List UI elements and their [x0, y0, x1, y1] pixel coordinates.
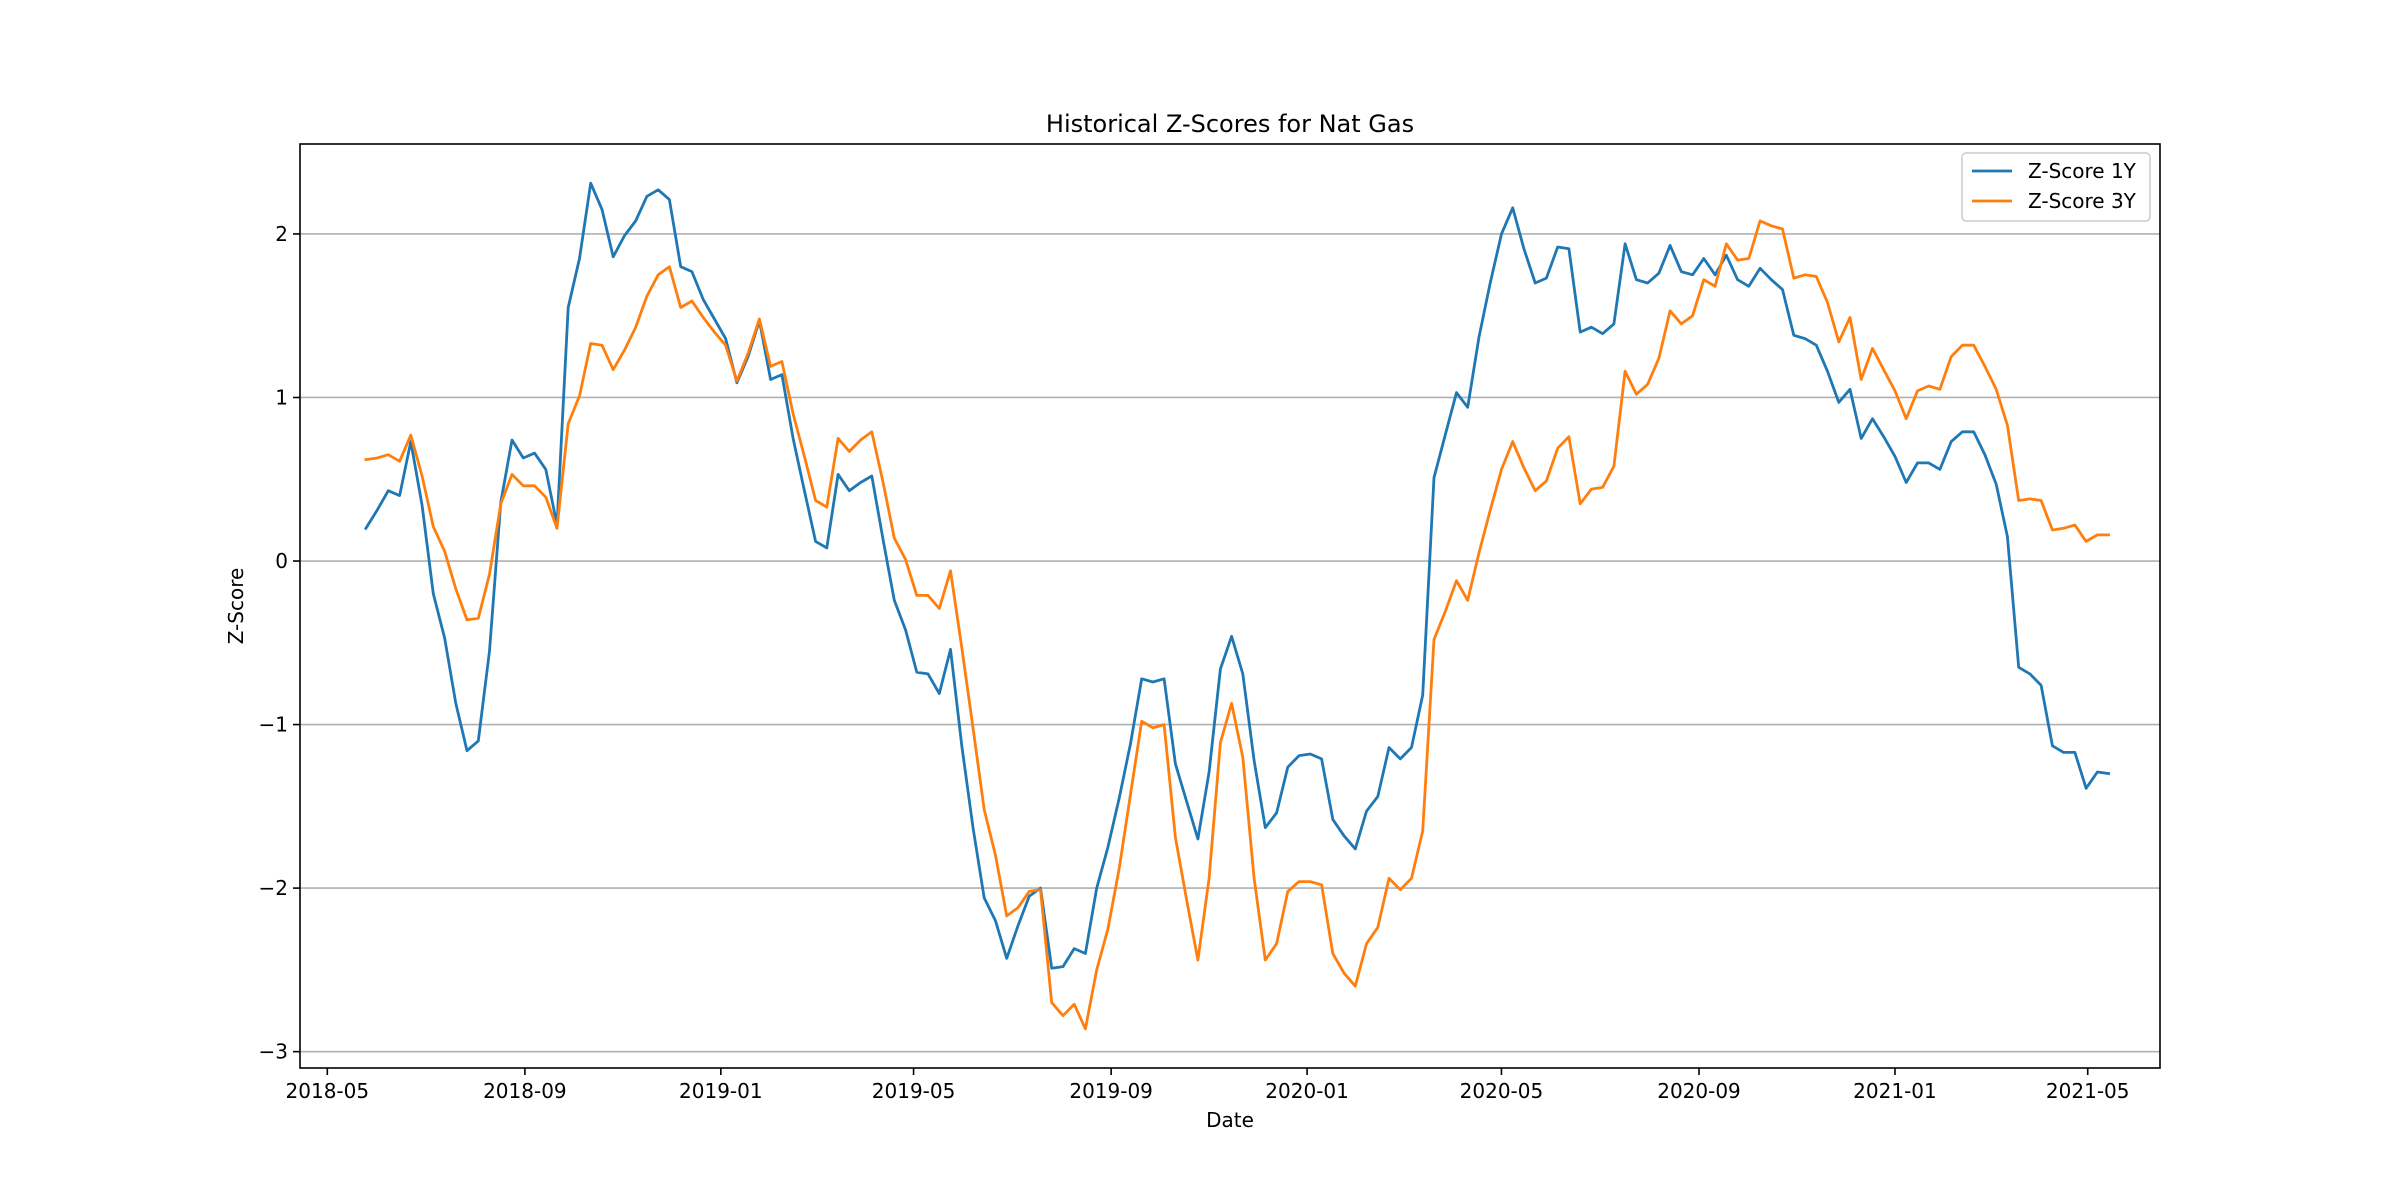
- plot-frame: [299, 143, 2161, 1069]
- grid-layer: [300, 233, 2160, 1053]
- x-tick-label: 2019-05: [872, 1079, 956, 1103]
- series-line-z-score-3y: [364, 219, 2111, 1031]
- x-tick-label: 2020-05: [1460, 1079, 1544, 1103]
- x-tick-label: 2021-05: [2046, 1079, 2130, 1103]
- x-tick-label: 2019-09: [1069, 1079, 1153, 1103]
- x-tick-label: 2019-01: [679, 1079, 763, 1103]
- x-tick-label: 2020-01: [1265, 1079, 1349, 1103]
- y-axis-label: Z-Score: [224, 568, 248, 645]
- chart-title: Historical Z-Scores for Nat Gas: [1046, 110, 1414, 138]
- y-tick-label: −2: [259, 876, 288, 900]
- series-layer: [363, 181, 2111, 1031]
- legend: Z-Score 1Y Z-Score 3Y: [1961, 152, 2151, 222]
- legend-label-zscore-3y: Z-Score 3Y: [2028, 189, 2137, 213]
- legend-label-zscore-1y: Z-Score 1Y: [2028, 159, 2137, 183]
- y-tick-label: 0: [275, 549, 288, 573]
- x-tick-label: 2018-09: [483, 1079, 567, 1103]
- series-line-z-score-1y: [363, 181, 2111, 970]
- y-tick-label: 1: [275, 385, 288, 409]
- x-tick-label: 2020-09: [1657, 1079, 1741, 1103]
- y-axis-ticks: −3 −2 −1 0 1 2: [259, 222, 300, 1064]
- y-tick-label: −3: [259, 1040, 288, 1064]
- x-axis-label: Date: [1206, 1108, 1254, 1132]
- y-tick-label: −1: [259, 713, 288, 737]
- y-tick-label: 2: [275, 222, 288, 246]
- x-tick-label: 2021-01: [1853, 1079, 1937, 1103]
- x-tick-label: 2018-05: [286, 1079, 370, 1103]
- x-axis-ticks: 2018-05 2018-09 2019-01 2019-05 2019-09 2020-…: [286, 1068, 2130, 1103]
